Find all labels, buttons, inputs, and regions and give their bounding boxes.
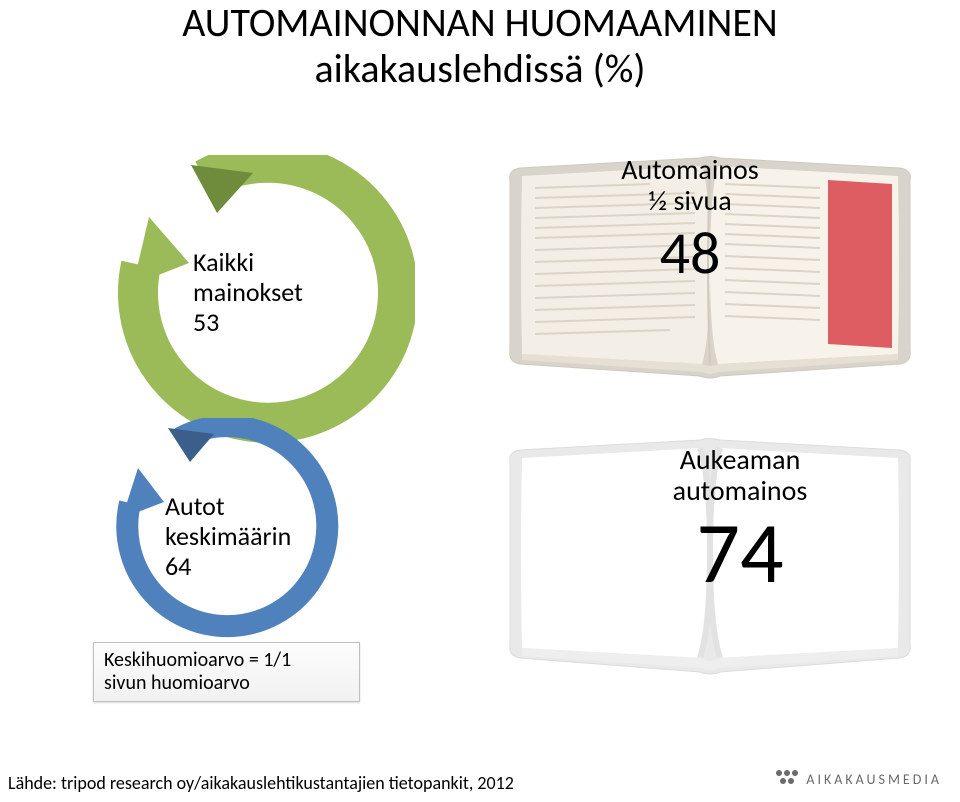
cycle-inner-label-2: keskimäärin [165, 520, 291, 552]
source-line: Lähde: tripod research oy/aikakauslehtik… [8, 772, 514, 794]
logo: AIKAKAUSMEDIA [776, 770, 942, 788]
page-title: AUTOMAINONNAN HUOMAAMINEN aikakauslehdis… [0, 0, 960, 92]
book1-text: Automainos ½ sivua 48 [590, 155, 790, 287]
note-line2: sivun huomioarvo [104, 671, 250, 695]
cycle-outer-label: Kaikki mainokset 53 [193, 248, 303, 338]
book2-label-1: Aukeaman [680, 442, 801, 477]
book1-value: 48 [590, 221, 790, 287]
cycle-inner-label-3: 64 [165, 550, 191, 582]
cycle-outer-label-1: Kaikki [193, 246, 254, 278]
cycle-outer-label-2: mainokset [193, 276, 303, 308]
cycle-inner-label: Autot keskimäärin 64 [165, 492, 291, 582]
note-box: Keskihuomioarvo = 1/1 sivun huomioarvo [93, 642, 360, 702]
logo-dots-icon [776, 770, 798, 788]
cycle-outer-label-3: 53 [193, 306, 219, 338]
title-line2: aikakauslehdissä (%) [315, 44, 646, 93]
book2-value: 74 [610, 507, 870, 602]
book1-label-1: Automainos [621, 152, 758, 187]
cycle-inner-label-1: Autot [165, 490, 225, 522]
note-line1: Keskihuomioarvo = 1/1 [104, 648, 291, 672]
title-line1: AUTOMAINONNAN HUOMAAMINEN [182, 0, 777, 47]
book2-text: Aukeaman automainos 74 [610, 445, 870, 601]
logo-text: AIKAKAUSMEDIA [806, 771, 942, 788]
book1-label-2: ½ sivua [648, 183, 731, 218]
